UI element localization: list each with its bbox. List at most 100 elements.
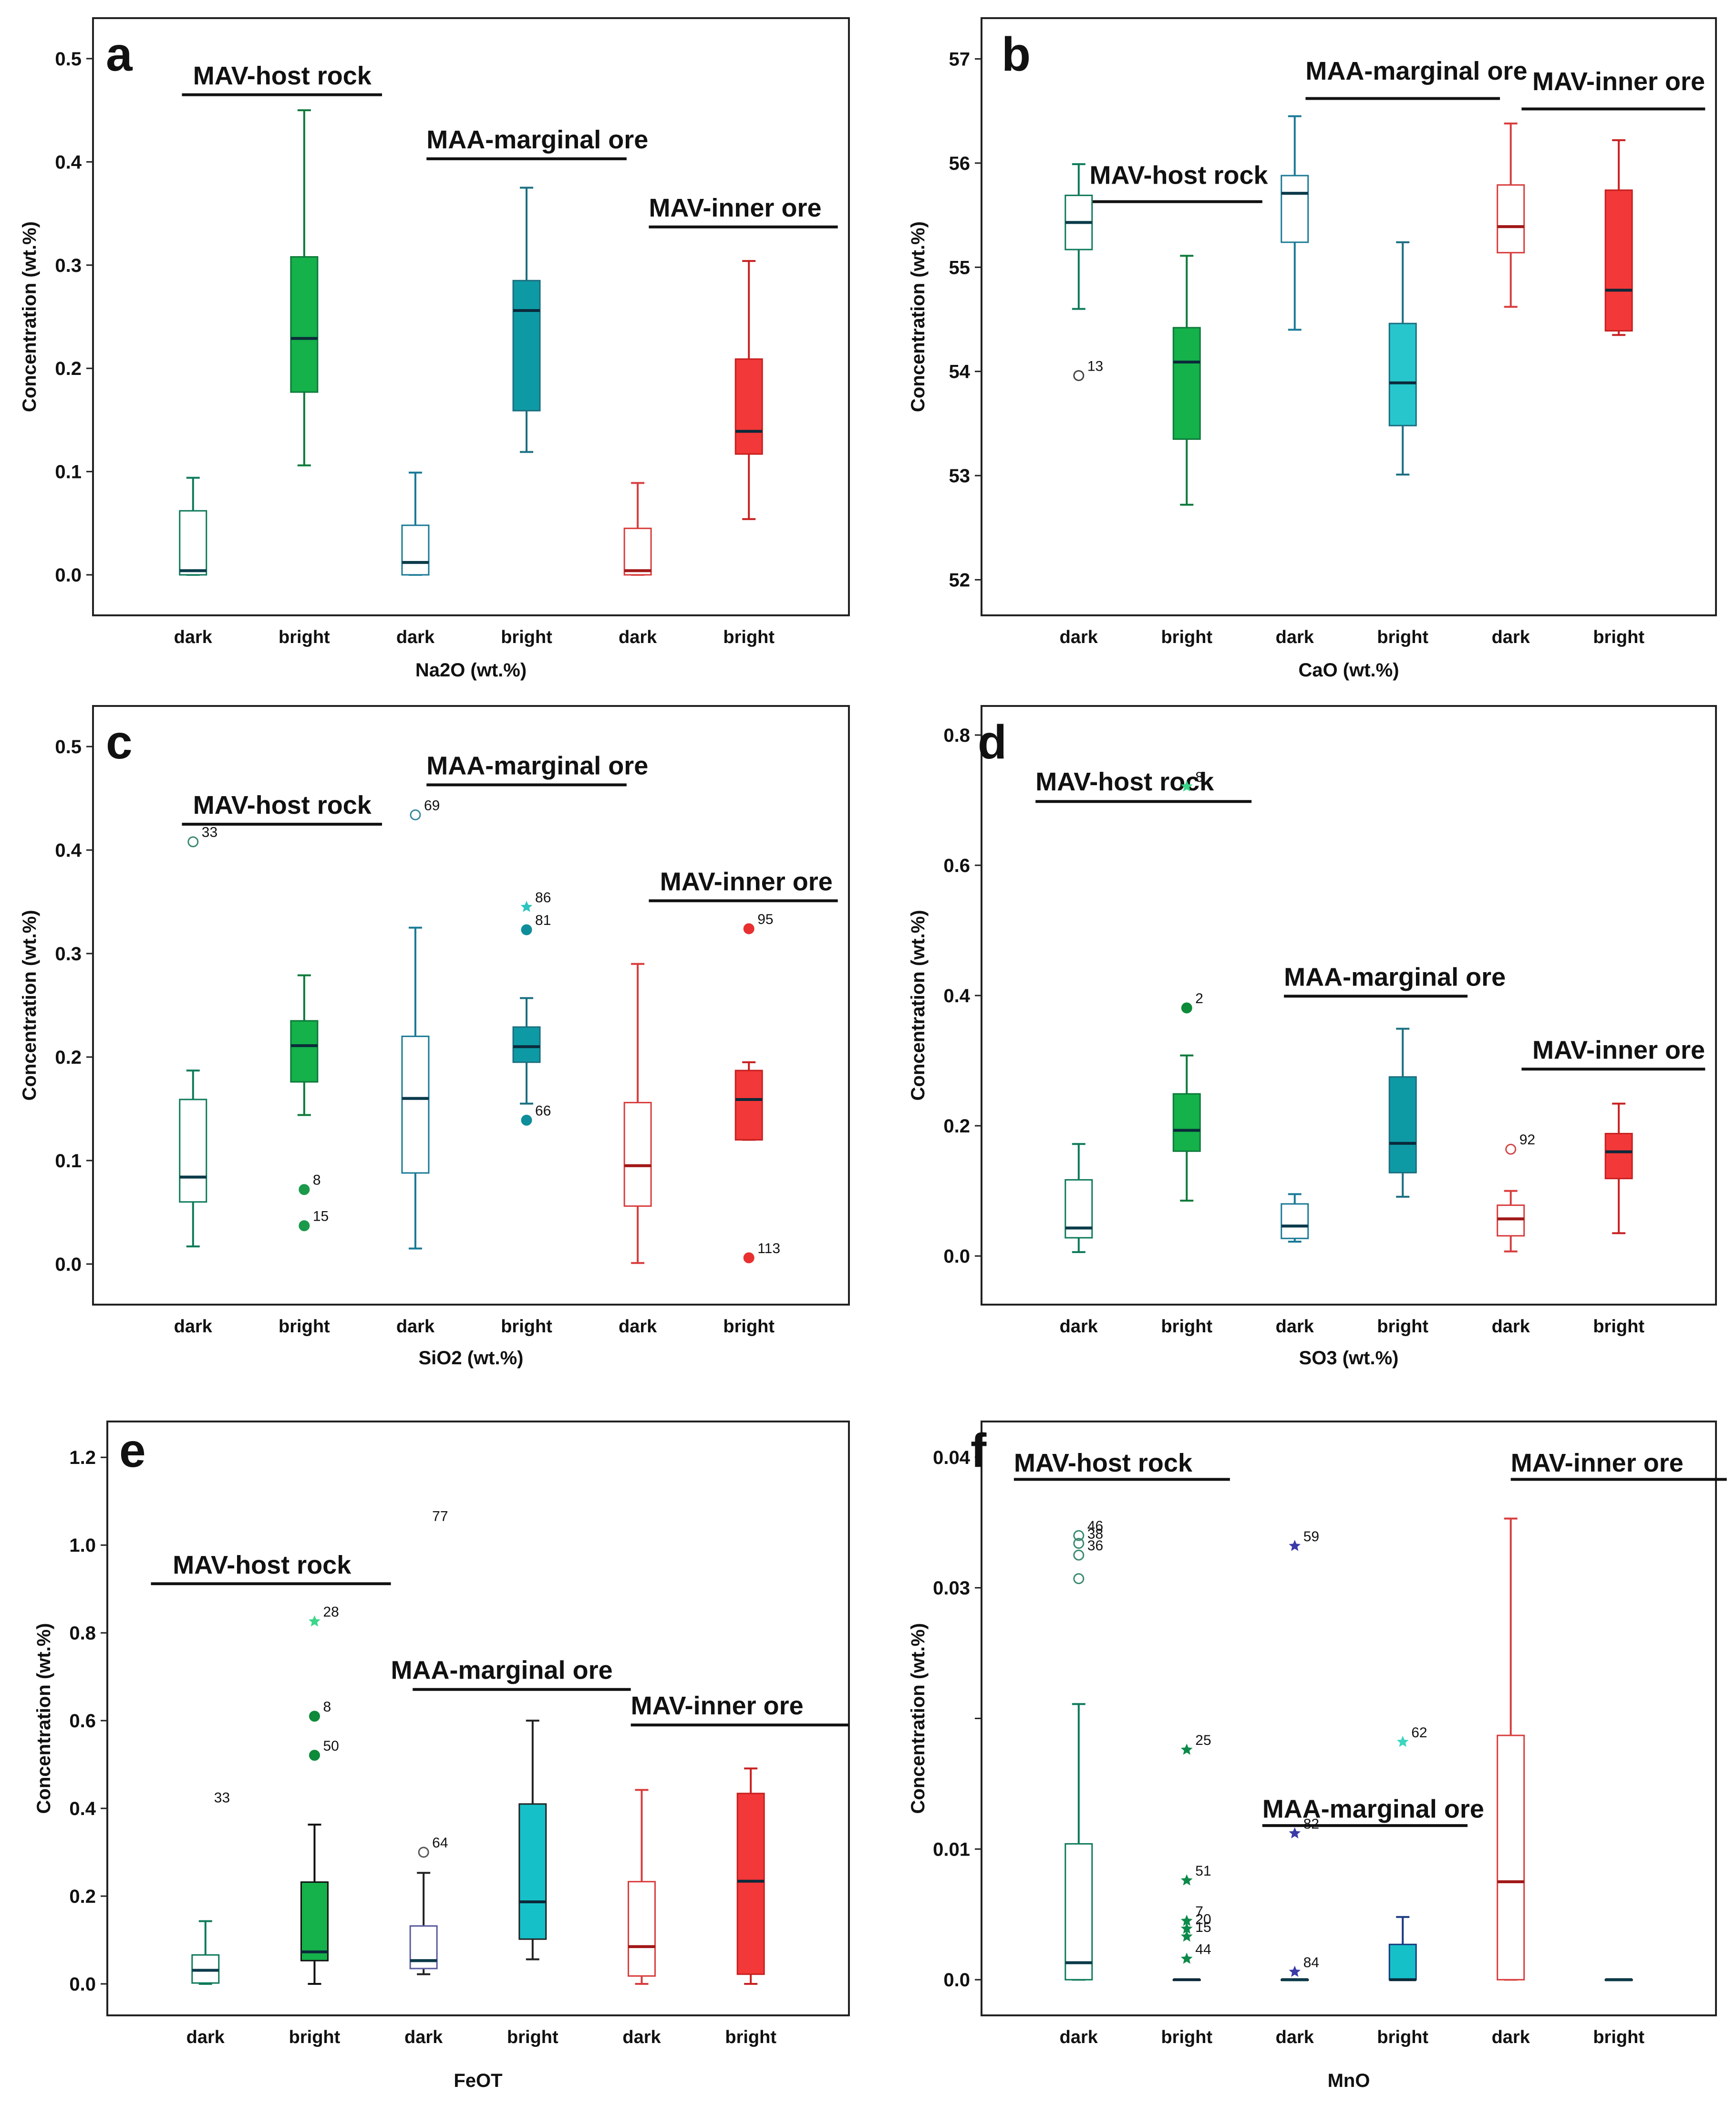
- outlier-label: 82: [1303, 1816, 1319, 1832]
- box-dark: [1281, 115, 1309, 331]
- panel-d: 0.0 0.2 0.4 0.6 0.8 Concentration (wt.%) dark b…: [908, 705, 1717, 1369]
- y-tick-label: 0.0: [69, 1974, 96, 1995]
- outlier-label: 62: [1411, 1725, 1427, 1741]
- box-bright: 28 8 50: [300, 1604, 339, 1985]
- outlier-point: [1289, 1540, 1301, 1551]
- y-tick-label: 0.0: [55, 1254, 82, 1275]
- group-label: MAV-host rock: [1014, 1449, 1193, 1477]
- x-axis-title: Na2O (wt.%): [415, 660, 527, 681]
- outlier-point: [299, 1184, 310, 1195]
- y-tick-label: 0.03: [933, 1578, 970, 1599]
- iqr-box: [512, 1026, 541, 1063]
- x-category-label: bright: [1161, 1317, 1212, 1337]
- group-label: MAV-host rock: [193, 62, 372, 90]
- iqr-box: [1064, 1843, 1093, 1981]
- group-label: MAA-marginal ore: [1284, 963, 1506, 992]
- x-category-label: bright: [279, 627, 330, 647]
- group-label: MAV-inner ore: [1532, 1036, 1705, 1064]
- y-tick-label: 0.3: [55, 255, 82, 276]
- outlier-label: 113: [757, 1241, 780, 1256]
- x-category-label: bright: [723, 1317, 775, 1337]
- y-tick-label: 0.3: [55, 944, 82, 965]
- iqr-box: [1497, 1204, 1525, 1237]
- y-tick-label: 0.8: [943, 725, 970, 746]
- box-dark: [628, 1789, 656, 1985]
- outlier-point: [1073, 370, 1085, 381]
- box-bright: 28: [1172, 769, 1203, 1202]
- box-bright: [518, 1720, 547, 1961]
- iqr-box: [290, 256, 319, 393]
- y-tick-label: 0.2: [69, 1886, 96, 1907]
- iqr-box: [1604, 189, 1633, 332]
- x-category-label: dark: [174, 627, 213, 647]
- y-tick-label: 0.2: [943, 1116, 970, 1137]
- box-bright: [1604, 139, 1633, 336]
- x-category-label: bright: [1377, 627, 1428, 647]
- y-tick-label: 0.0: [943, 1970, 970, 1991]
- x-category-label: bright: [1593, 2027, 1644, 2047]
- outlier-label: 25: [1195, 1733, 1211, 1748]
- outlier-label: 8: [323, 1699, 331, 1715]
- iqr-box: [179, 1099, 207, 1203]
- outlier-point: [299, 1220, 310, 1232]
- box-dark: [401, 471, 430, 576]
- outlier-label: 15: [1195, 1919, 1211, 1935]
- outlier-label: 13: [1087, 358, 1103, 374]
- iqr-box: [1172, 1093, 1201, 1152]
- y-tick-label: 0.1: [55, 1151, 82, 1172]
- x-category-label: bright: [1593, 1317, 1644, 1337]
- outlier-label: 77: [432, 1509, 448, 1525]
- group-label: MAA-marginal ore: [426, 125, 648, 154]
- x-category-label: dark: [1060, 2027, 1098, 2047]
- x-axis-title: MnO: [1328, 2070, 1370, 2091]
- outlier-label: 7: [1195, 1904, 1203, 1919]
- panel-e: 0.0 0.2 0.4 0.6 0.8 1.0 1.2 Concentration (wt.%…: [33, 1421, 850, 2091]
- x-category-label: dark: [619, 627, 657, 647]
- iqr-box: [1497, 184, 1525, 254]
- box-bright: [512, 187, 541, 453]
- iqr-box: [401, 524, 430, 576]
- outlier-point: [520, 901, 533, 912]
- box-bright: [1388, 241, 1417, 476]
- box-bright: 8 15: [290, 974, 329, 1232]
- outlier-point: [1180, 1743, 1193, 1755]
- iqr-box: [734, 358, 763, 455]
- group-label: MAA-marginal ore: [1262, 1795, 1484, 1824]
- group-label: MAV-inner ore: [631, 1691, 804, 1720]
- y-tick-label: 53: [949, 466, 971, 487]
- outlier-label: 28: [323, 1604, 339, 1620]
- box-dark: [1281, 1193, 1309, 1243]
- panel-letter: c: [106, 716, 133, 769]
- box-dark: [1064, 1143, 1093, 1253]
- group-label: MAV-inner ore: [649, 194, 821, 222]
- plot-frame: [981, 17, 1717, 616]
- x-category-label: bright: [1593, 627, 1644, 647]
- y-axis-title: Concentration (wt.%): [33, 1623, 54, 1814]
- iqr-box: [518, 1803, 547, 1940]
- box-dark: 59 82 84: [1281, 1529, 1319, 1982]
- y-axis-title: Concentration (wt.%): [908, 221, 929, 412]
- outlier-point: [521, 1114, 532, 1126]
- y-axis-title: Concentration (wt.%): [19, 910, 40, 1101]
- box-bright: [1604, 1102, 1633, 1235]
- x-category-label: dark: [1060, 627, 1098, 647]
- x-category-label: bright: [1161, 2027, 1212, 2047]
- iqr-box: [623, 528, 652, 576]
- outlier-point: [1073, 1530, 1085, 1541]
- outlier-label: 95: [757, 912, 773, 927]
- outlier-label: 84: [1303, 1955, 1319, 1971]
- box-dark: 33: [191, 1790, 230, 1985]
- y-tick-label: 1.2: [69, 1447, 96, 1468]
- panel-c: 0.0 0.1 0.2 0.3 0.4 0.5 Concentration (wt.%) da…: [19, 705, 850, 1369]
- group-label: MAA-marginal ore: [426, 752, 648, 780]
- x-category-label: bright: [1161, 627, 1212, 647]
- x-category-label: dark: [1276, 1317, 1314, 1337]
- group-label: MAA-marginal ore: [391, 1656, 613, 1685]
- outlier-label: 20: [1195, 1911, 1211, 1927]
- panel-letter: a: [106, 28, 133, 81]
- x-category-label: bright: [289, 2027, 341, 2047]
- x-axis-title: SiO2 (wt.%): [418, 1348, 523, 1369]
- outlier-label: 46: [1087, 1518, 1103, 1534]
- outlier-point: [1181, 1002, 1192, 1014]
